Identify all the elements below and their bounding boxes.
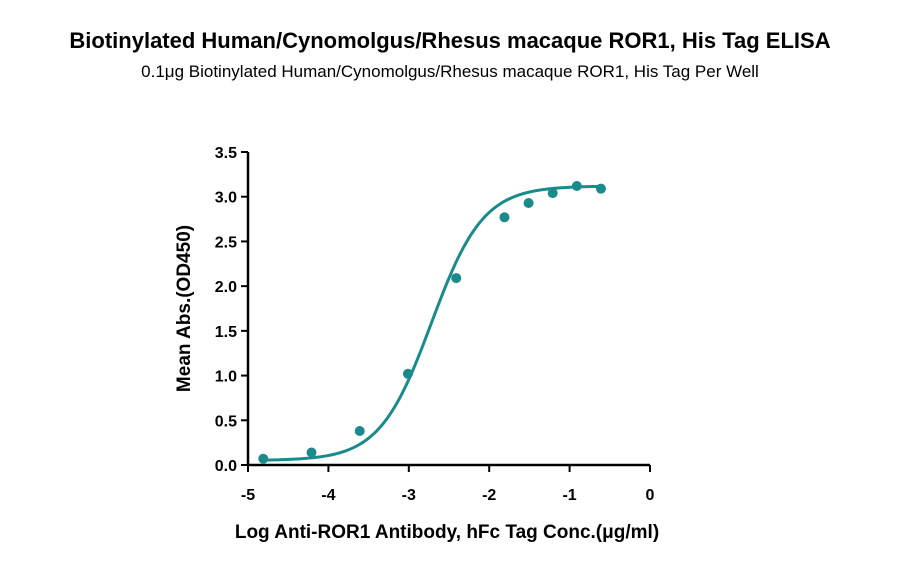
y-tick-label: 0.5 [215, 413, 237, 430]
y-tick-label: 1.5 [215, 324, 237, 341]
data-point [595, 183, 606, 194]
x-tick-label: -2 [482, 487, 496, 504]
chart-subtitle: 0.1μg Biotinylated Human/Cynomolgus/Rhes… [141, 62, 759, 81]
data-point [523, 197, 534, 208]
x-tick-label: -3 [402, 487, 416, 504]
data-points-layer [258, 180, 606, 464]
y-tick-label: 1.0 [215, 369, 237, 386]
y-axis-title: Mean Abs.(OD450) [174, 225, 195, 392]
y-tick-label: 2.0 [215, 279, 237, 296]
y-tick-label: 3.0 [215, 190, 237, 207]
y-tick-label: 2.5 [215, 234, 237, 251]
data-point [451, 273, 462, 284]
fit-curve [263, 184, 601, 462]
chart-title: Biotinylated Human/Cynomolgus/Rhesus mac… [69, 28, 831, 53]
x-tick-label: -4 [321, 487, 335, 504]
data-point [571, 180, 582, 191]
data-point [402, 368, 413, 379]
data-point [547, 188, 558, 199]
data-point [354, 426, 365, 437]
x-tick-label: -1 [562, 487, 576, 504]
y-tick-label: 0.0 [215, 458, 237, 475]
x-tick-label: -5 [241, 487, 255, 504]
y-tick-label: 3.5 [215, 145, 237, 162]
data-point [258, 453, 269, 464]
data-point [499, 212, 510, 223]
x-axis-title: Log Anti-ROR1 Antibody, hFc Tag Conc.(μg… [235, 522, 659, 543]
fit-curve-layer [263, 184, 601, 462]
axes: 0.0 0.5 1.0 1.5 2.0 2.5 3.0 3.5 -5 -4 -3 -2 -1 0 [215, 145, 655, 504]
data-point [306, 447, 317, 458]
x-tick-label: 0 [646, 487, 655, 504]
